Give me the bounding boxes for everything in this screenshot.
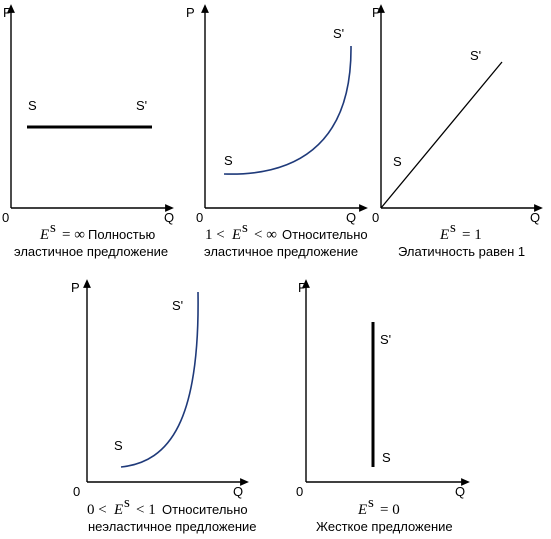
q-axis-label: Q [455,484,465,499]
elasticity-relation: = 0 [380,502,400,518]
supply-curve [120,291,199,468]
elasticity-condition: E s = 0 [357,495,400,518]
elasticity-condition: E s = 1 [439,220,482,243]
q-axis-label: Q [233,484,243,499]
curve-end-label: S' [470,48,481,63]
panel-unit-elastic: P Q 0 S S' E s = 1 Элатичность равен 1 [372,4,543,259]
elasticity-lower-bound: 0 < [87,502,107,518]
elasticity-relation: = 1 [462,227,482,243]
elasticity-lower-bound: 1 < [205,227,225,243]
q-axis-label: Q [346,210,356,225]
panel-relatively-inelastic: P Q 0 S S' 0 < E s < 1 Относительно неэл… [71,279,257,534]
q-axis-label: Q [164,210,174,225]
curve-end-label: S' [136,98,147,113]
curve-start-label: S [114,438,123,453]
elasticity-relation: < 1 [136,502,156,518]
panel-caption: неэластичное предложение [88,519,257,534]
panel-relatively-elastic: P Q 0 S S' 1 < E s < ∞ Относительно элас… [186,4,368,259]
curve-end-label: S' [172,298,183,313]
p-axis-label: P [71,280,80,295]
axes [377,4,543,212]
elasticity-condition: 1 < E s < ∞ Относительно [205,220,368,243]
elasticity-superscript: s [368,495,374,511]
axes [201,4,368,212]
curve-start-label: S [393,154,402,169]
panel-caption: Жесткое предложение [316,519,453,534]
axes [302,279,470,486]
elasticity-symbol: E [39,227,49,243]
elasticity-symbol: E [113,502,123,518]
supply-curve [223,45,352,175]
elasticity-superscript: s [242,220,248,236]
panel-caption: эластичное предложение [14,244,168,259]
elasticity-type: Относительно [282,227,368,242]
curve-start-label: S [28,98,37,113]
elasticity-relation: = ∞ [62,227,85,243]
supply-curve [380,61,503,209]
elasticity-type: Полностью [88,227,156,242]
elasticity-symbol: E [439,227,449,243]
panel-perfectly-inelastic: P Q 0 S S' E s = 0 Жесткое предложение [296,279,470,534]
panel-perfectly-elastic: P Q 0 S S' E s = ∞ Полностью эластичное … [2,4,174,259]
p-axis-label: P [186,5,195,20]
curve-start-label: S [224,153,233,168]
p-axis-label: P [298,280,307,295]
panel-caption: Элатичность равен 1 [398,244,525,259]
panel-caption: эластичное предложение [204,244,358,259]
elasticity-symbol: E [357,502,367,518]
origin-label: 0 [2,210,9,225]
axes [7,4,174,212]
origin-label: 0 [73,484,80,499]
axes [83,279,249,486]
elasticity-relation: < ∞ [254,227,277,243]
curve-end-label: S' [333,26,344,41]
elasticity-superscript: s [450,220,456,236]
curve-end-label: S' [380,332,391,347]
curve-start-label: S [382,450,391,465]
q-axis-label: Q [530,210,540,225]
p-axis-label: P [372,5,381,20]
origin-label: 0 [372,210,379,225]
elasticity-superscript: s [124,495,130,511]
origin-label: 0 [296,484,303,499]
elasticity-type: Относительно [162,502,248,517]
elasticity-symbol: E [231,227,241,243]
elasticity-condition: 0 < E s < 1 Относительно [87,495,248,518]
p-axis-label: P [3,5,12,20]
origin-label: 0 [196,210,203,225]
elasticity-condition: E s = ∞ Полностью [39,220,156,243]
elasticity-superscript: s [50,220,56,236]
